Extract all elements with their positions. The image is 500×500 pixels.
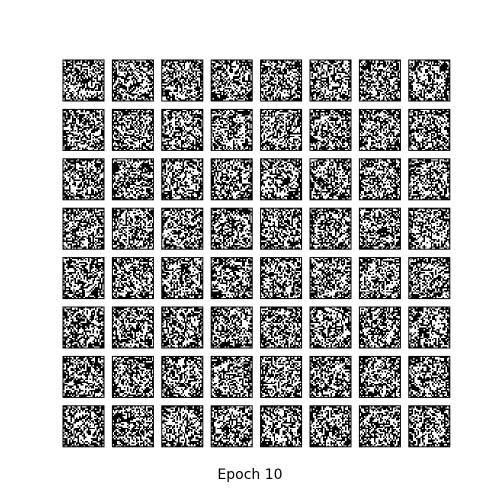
sample-tile xyxy=(310,109,351,150)
sample-tile xyxy=(261,60,302,101)
sample-tile xyxy=(63,60,104,101)
sample-tile xyxy=(409,307,450,348)
sample-tile xyxy=(162,109,203,150)
sample-tile xyxy=(359,356,400,397)
sample-tile xyxy=(63,109,104,150)
sample-tile xyxy=(359,258,400,299)
sample-tile xyxy=(409,60,450,101)
sample-tile xyxy=(261,208,302,249)
sample-tile xyxy=(409,356,450,397)
sample-tile xyxy=(261,258,302,299)
sample-tile xyxy=(162,307,203,348)
sample-tile xyxy=(63,208,104,249)
sample-tile xyxy=(211,60,252,101)
sample-tile xyxy=(63,307,104,348)
sample-tile xyxy=(112,159,153,200)
sample-tile xyxy=(63,159,104,200)
sample-tile xyxy=(112,356,153,397)
sample-tile xyxy=(359,307,400,348)
sample-tile xyxy=(359,159,400,200)
sample-tile xyxy=(409,406,450,447)
sample-tile xyxy=(63,406,104,447)
sample-tile xyxy=(359,208,400,249)
sample-tile xyxy=(310,356,351,397)
sample-tile xyxy=(310,307,351,348)
sample-tile xyxy=(112,60,153,101)
sample-tile xyxy=(359,109,400,150)
sample-tile xyxy=(162,356,203,397)
sample-tile xyxy=(359,60,400,101)
sample-tile xyxy=(211,208,252,249)
sample-tile xyxy=(211,258,252,299)
sample-tile xyxy=(261,307,302,348)
sample-tile xyxy=(211,406,252,447)
sample-tile xyxy=(409,159,450,200)
sample-tile xyxy=(112,208,153,249)
sample-tile xyxy=(162,208,203,249)
sample-tile xyxy=(63,356,104,397)
sample-tile xyxy=(409,109,450,150)
sample-tile xyxy=(409,208,450,249)
sample-tile xyxy=(310,258,351,299)
sample-tile xyxy=(310,159,351,200)
sample-tile xyxy=(261,406,302,447)
figure-caption: Epoch 10 xyxy=(0,466,500,484)
sample-tile xyxy=(261,159,302,200)
sample-tile xyxy=(162,258,203,299)
sample-tile xyxy=(63,258,104,299)
sample-tile xyxy=(211,356,252,397)
sample-tile xyxy=(310,406,351,447)
sample-tile xyxy=(112,307,153,348)
sample-tile xyxy=(261,109,302,150)
sample-tile xyxy=(409,258,450,299)
sample-tile xyxy=(261,356,302,397)
sample-tile xyxy=(162,159,203,200)
sample-tile xyxy=(310,60,351,101)
sample-tile xyxy=(112,109,153,150)
sample-tile xyxy=(112,258,153,299)
sample-tile xyxy=(310,208,351,249)
sample-tile xyxy=(359,406,400,447)
sample-tile xyxy=(162,60,203,101)
sample-tile xyxy=(211,159,252,200)
sample-tile xyxy=(112,406,153,447)
sample-tile xyxy=(211,307,252,348)
sample-tile xyxy=(162,406,203,447)
sample-tile xyxy=(211,109,252,150)
